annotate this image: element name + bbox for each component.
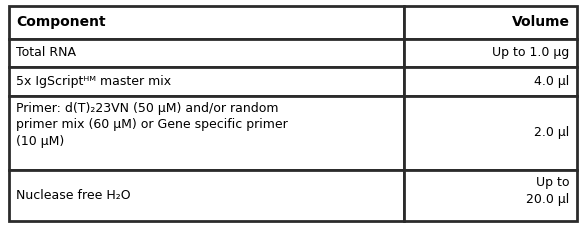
Bar <box>404 170 577 221</box>
Text: 2.0 μl: 2.0 μl <box>534 126 570 139</box>
Text: Total RNA: Total RNA <box>16 46 76 59</box>
Text: Primer: d(T)₂23VN (50 μM) and/or random
primer mix (60 μM) or Gene specific prim: Primer: d(T)₂23VN (50 μM) and/or random … <box>16 102 288 148</box>
Bar <box>404 96 577 170</box>
Bar <box>404 39 577 67</box>
Bar <box>9 170 404 221</box>
Text: Up to
20.0 μl: Up to 20.0 μl <box>526 176 570 206</box>
Bar <box>404 6 577 39</box>
Bar <box>9 67 404 96</box>
Bar <box>9 96 404 170</box>
Bar <box>9 39 404 67</box>
Text: Up to 1.0 μg: Up to 1.0 μg <box>492 46 570 59</box>
Text: 5x IgScriptᴴᴹ master mix: 5x IgScriptᴴᴹ master mix <box>16 75 172 88</box>
Text: Component: Component <box>16 15 106 29</box>
Text: 4.0 μl: 4.0 μl <box>534 75 570 88</box>
Text: Nuclease free H₂O: Nuclease free H₂O <box>16 189 131 202</box>
Bar <box>404 67 577 96</box>
Text: Volume: Volume <box>512 15 570 29</box>
Bar <box>9 6 404 39</box>
